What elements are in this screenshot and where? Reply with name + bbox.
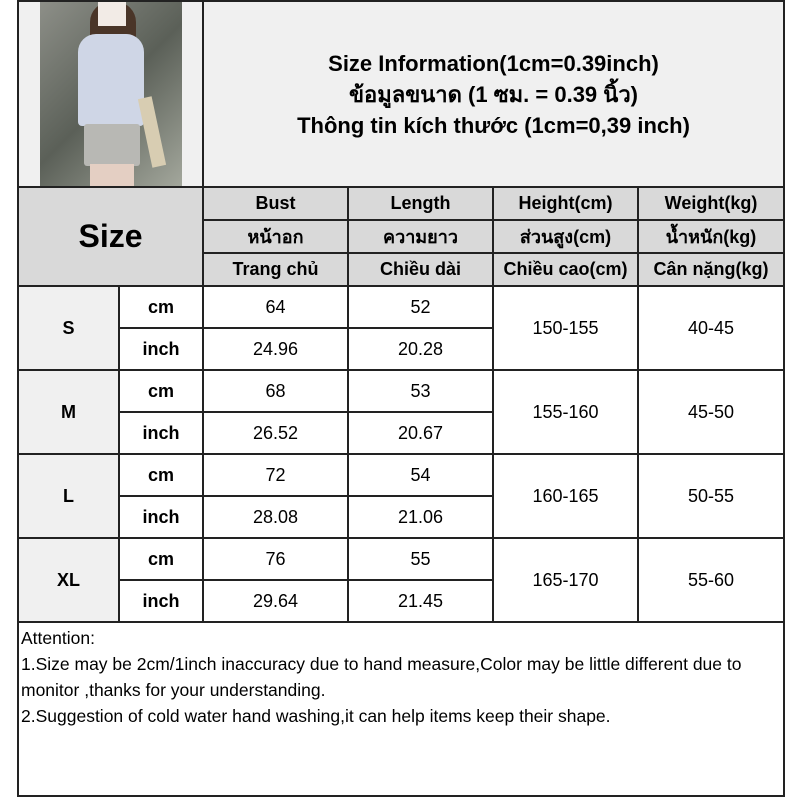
weight-range: 45-50 — [637, 369, 785, 455]
size-row-inch: inch 24.96 20.28 — [18, 327, 784, 371]
height-range: 160-165 — [492, 453, 639, 539]
length-cm: 52 — [347, 285, 494, 329]
product-photo — [39, 2, 182, 186]
length-header-en: Length — [347, 186, 494, 221]
length-inch: 21.45 — [347, 579, 494, 623]
length-header-th: ความยาว — [347, 219, 494, 254]
bust-header-vi: Trang chủ — [202, 252, 349, 287]
product-photo-cell — [17, 0, 204, 188]
bust-cm: 64 — [202, 285, 349, 329]
size-row-inch: inch 26.52 20.67 — [18, 411, 784, 455]
size-label: L — [17, 453, 120, 539]
size-label: XL — [17, 537, 120, 623]
size-row-inch: inch 29.64 21.45 — [18, 579, 784, 623]
unit-inch: inch — [118, 411, 204, 455]
length-cm: 54 — [347, 453, 494, 497]
length-cm: 55 — [347, 537, 494, 581]
size-row-inch: inch 28.08 21.06 — [18, 495, 784, 539]
bust-cm: 72 — [202, 453, 349, 497]
size-header: Size — [17, 186, 204, 287]
size-label: S — [17, 285, 120, 371]
height-range: 155-160 — [492, 369, 639, 455]
weight-header-th: น้ำหนัก(kg) — [637, 219, 785, 254]
title-thai: ข้อมูลขนาด (1 ซม. = 0.39 นิ้ว) — [348, 81, 638, 107]
size-row-cm: S cm 64 52 150-155 40-45 — [17, 285, 785, 371]
size-label: M — [17, 369, 120, 455]
bust-inch: 26.52 — [202, 411, 349, 455]
bust-cm: 68 — [202, 369, 349, 413]
unit-cm: cm — [118, 285, 204, 329]
length-header-vi: Chiều dài — [347, 252, 494, 287]
unit-inch: inch — [118, 579, 204, 623]
length-inch: 20.67 — [347, 411, 494, 455]
weight-range: 50-55 — [637, 453, 785, 539]
weight-range: 40-45 — [637, 285, 785, 371]
bust-cm: 76 — [202, 537, 349, 581]
size-chart: Size Information(1cm=0.39inch) ข้อมูลขนา… — [17, 0, 785, 797]
note-1: 1.Size may be 2cm/1inch inaccuracy due t… — [21, 654, 742, 700]
height-range: 150-155 — [492, 285, 639, 371]
size-row-cm: M cm 68 53 155-160 45-50 — [17, 369, 785, 455]
note-2: 2.Suggestion of cold water hand washing,… — [21, 706, 611, 726]
height-header-en: Height(cm) — [492, 186, 639, 221]
unit-cm: cm — [118, 537, 204, 581]
notes-heading: Attention: — [21, 628, 95, 648]
title-vietnamese: Thông tin kích thước (1cm=0,39 inch) — [297, 112, 690, 138]
height-header-th: ส่วนสูง(cm) — [492, 219, 639, 254]
attention-notes: Attention: 1.Size may be 2cm/1inch inacc… — [17, 621, 785, 797]
length-inch: 21.06 — [347, 495, 494, 539]
unit-inch: inch — [118, 327, 204, 371]
height-range: 165-170 — [492, 537, 639, 623]
bust-header-th: หน้าอก — [202, 219, 349, 254]
title-english: Size Information(1cm=0.39inch) — [328, 50, 659, 76]
unit-cm: cm — [118, 453, 204, 497]
unit-cm: cm — [118, 369, 204, 413]
weight-range: 55-60 — [637, 537, 785, 623]
bust-inch: 24.96 — [202, 327, 349, 371]
length-cm: 53 — [347, 369, 494, 413]
bust-inch: 28.08 — [202, 495, 349, 539]
bust-inch: 29.64 — [202, 579, 349, 623]
weight-header-en: Weight(kg) — [637, 186, 785, 221]
height-header-vi: Chiều cao(cm) — [492, 252, 639, 287]
size-row-cm: L cm 72 54 160-165 50-55 — [17, 453, 785, 539]
unit-inch: inch — [118, 495, 204, 539]
length-inch: 20.28 — [347, 327, 494, 371]
size-row-cm: XL cm 76 55 165-170 55-60 — [17, 537, 785, 623]
size-info-title: Size Information(1cm=0.39inch) ข้อมูลขนา… — [202, 0, 785, 188]
bust-header-en: Bust — [202, 186, 349, 221]
weight-header-vi: Cân nặng(kg) — [637, 252, 785, 287]
